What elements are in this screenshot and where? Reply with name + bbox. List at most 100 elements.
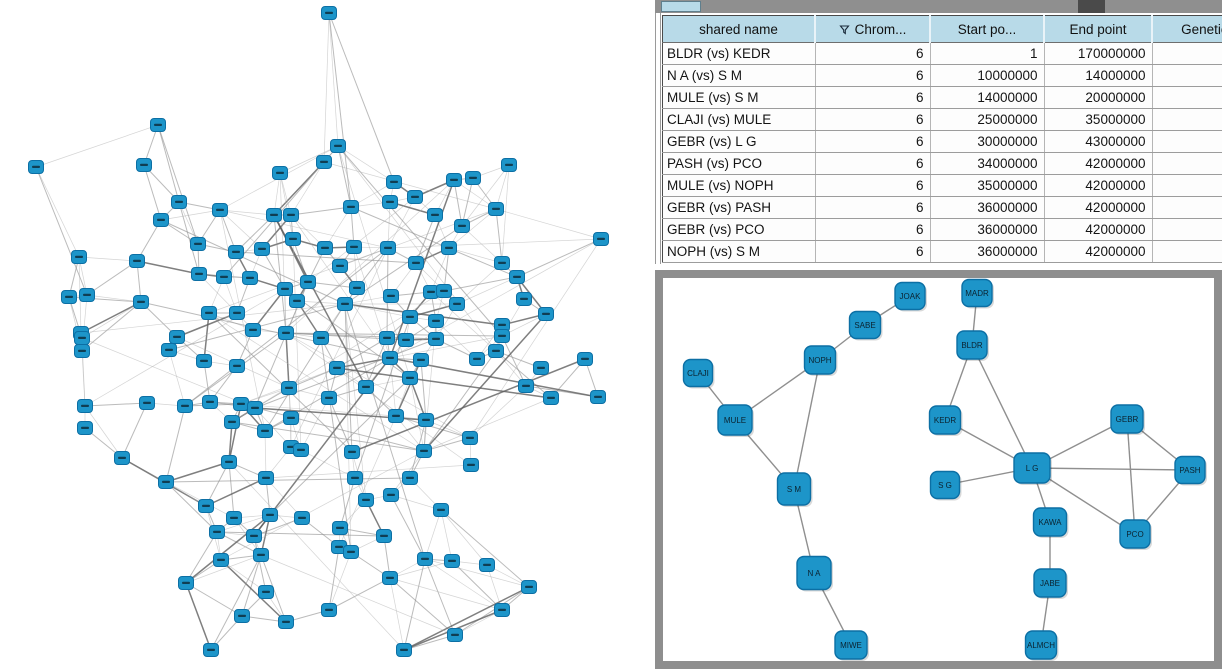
network-node[interactable] xyxy=(212,203,228,217)
table-cell[interactable]: 6 xyxy=(815,174,931,197)
table-row[interactable]: N A (vs) S M610000000140000006.6 xyxy=(662,64,1222,87)
network-node[interactable] xyxy=(402,471,418,485)
network-node[interactable] xyxy=(203,643,219,657)
node-lg[interactable]: L G xyxy=(1013,452,1052,485)
network-node[interactable] xyxy=(543,391,559,405)
network-node[interactable] xyxy=(228,245,244,259)
table-cell[interactable]: MULE (vs) NOPH xyxy=(662,174,816,197)
table-cell[interactable]: 14000000 xyxy=(930,86,1045,109)
node-madr[interactable]: MADR xyxy=(961,278,994,309)
network-node[interactable] xyxy=(177,399,193,413)
network-node[interactable] xyxy=(233,397,249,411)
network-node[interactable] xyxy=(516,292,532,306)
network-node[interactable] xyxy=(79,288,95,302)
table-cell[interactable]: GEBR (vs) L G xyxy=(662,130,816,153)
network-node[interactable] xyxy=(379,331,395,345)
node-mule[interactable]: MULE xyxy=(717,404,754,437)
table-cell[interactable]: 170000000 xyxy=(1044,42,1153,65)
network-node[interactable] xyxy=(454,219,470,233)
table-cell[interactable]: GEBR (vs) PASH xyxy=(662,196,816,219)
network-node[interactable] xyxy=(245,323,261,337)
table-cell[interactable]: 10.5 xyxy=(1152,174,1222,197)
network-node[interactable] xyxy=(221,455,237,469)
table-cell[interactable]: 36000000 xyxy=(930,240,1045,263)
network-node[interactable] xyxy=(479,558,495,572)
table-cell[interactable]: 8.4 xyxy=(1152,218,1222,241)
network-node[interactable] xyxy=(465,171,481,185)
network-node[interactable] xyxy=(258,471,274,485)
network-node[interactable] xyxy=(509,270,525,284)
network-node[interactable] xyxy=(266,208,282,222)
network-node[interactable] xyxy=(77,421,93,435)
network-node[interactable] xyxy=(139,396,155,410)
network-node[interactable] xyxy=(577,352,593,366)
network-node[interactable] xyxy=(196,354,212,368)
node-pco[interactable]: PCO xyxy=(1119,519,1152,550)
network-node[interactable] xyxy=(407,190,423,204)
network-node[interactable] xyxy=(449,297,465,311)
network-node[interactable] xyxy=(380,241,396,255)
network-node[interactable] xyxy=(226,511,242,525)
network-node[interactable] xyxy=(428,332,444,346)
network-node[interactable] xyxy=(229,306,245,320)
table-cell[interactable]: 8.9 xyxy=(1152,196,1222,219)
node-gebr[interactable]: GEBR xyxy=(1110,404,1145,435)
network-node[interactable] xyxy=(330,139,346,153)
table-cell[interactable]: 42000000 xyxy=(1044,218,1153,241)
table-cell[interactable]: 7.5 xyxy=(1152,86,1222,109)
node-sm[interactable]: S M xyxy=(776,472,813,507)
table-cell[interactable]: 16.9 xyxy=(1152,130,1222,153)
table-cell[interactable]: 36000000 xyxy=(930,218,1045,241)
table-cell[interactable]: 6 xyxy=(815,42,931,65)
network-node[interactable] xyxy=(494,256,510,270)
network-node[interactable] xyxy=(316,155,332,169)
network-node[interactable] xyxy=(382,195,398,209)
network-node[interactable] xyxy=(169,330,185,344)
network-node[interactable] xyxy=(289,294,305,308)
network-node[interactable] xyxy=(277,282,293,296)
network-node[interactable] xyxy=(427,208,443,222)
network-node[interactable] xyxy=(337,297,353,311)
network-node[interactable] xyxy=(332,521,348,535)
network-node[interactable] xyxy=(521,580,537,594)
network-node[interactable] xyxy=(533,361,549,375)
table-cell[interactable]: 14000000 xyxy=(1044,64,1153,87)
tab-stub[interactable] xyxy=(661,1,701,12)
table-row[interactable]: CLAJI (vs) MULE625000000350000005.9 xyxy=(662,108,1222,131)
network-node[interactable] xyxy=(229,359,245,373)
table-cell[interactable]: 42000000 xyxy=(1044,196,1153,219)
network-edge[interactable] xyxy=(1126,418,1136,535)
network-node[interactable] xyxy=(386,175,402,189)
network-node[interactable] xyxy=(347,471,363,485)
network-node[interactable] xyxy=(61,290,77,304)
network-node[interactable] xyxy=(518,379,534,393)
network-node[interactable] xyxy=(494,329,510,343)
table-cell[interactable]: 1 xyxy=(930,42,1045,65)
network-node[interactable] xyxy=(418,413,434,427)
network-node[interactable] xyxy=(224,415,240,429)
network-node[interactable] xyxy=(321,6,337,20)
network-node[interactable] xyxy=(201,306,217,320)
network-node[interactable] xyxy=(358,493,374,507)
node-sabe[interactable]: SABE xyxy=(848,310,883,341)
table-cell[interactable]: 9.9 xyxy=(1152,240,1222,263)
network-edge[interactable] xyxy=(793,359,821,490)
network-node[interactable] xyxy=(428,314,444,328)
network-node[interactable] xyxy=(398,333,414,347)
network-node[interactable] xyxy=(408,256,424,270)
network-node[interactable] xyxy=(262,508,278,522)
network-node[interactable] xyxy=(247,401,263,415)
table-cell[interactable]: 6 xyxy=(815,108,931,131)
column-header[interactable]: Chrom... xyxy=(815,15,931,43)
node-joak[interactable]: JOAK xyxy=(894,281,927,312)
network-node[interactable] xyxy=(278,326,294,340)
network-node[interactable] xyxy=(285,232,301,246)
network-node[interactable] xyxy=(447,628,463,642)
table-cell[interactable]: N A (vs) S M xyxy=(662,64,816,87)
network-node[interactable] xyxy=(258,585,274,599)
network-node[interactable] xyxy=(293,443,309,457)
node-na[interactable]: N A xyxy=(796,555,833,592)
table-row[interactable]: GEBR (vs) PCO636000000420000008.4 xyxy=(662,218,1222,241)
table-cell[interactable]: 43000000 xyxy=(1044,130,1153,153)
table-cell[interactable]: 20000000 xyxy=(1044,86,1153,109)
